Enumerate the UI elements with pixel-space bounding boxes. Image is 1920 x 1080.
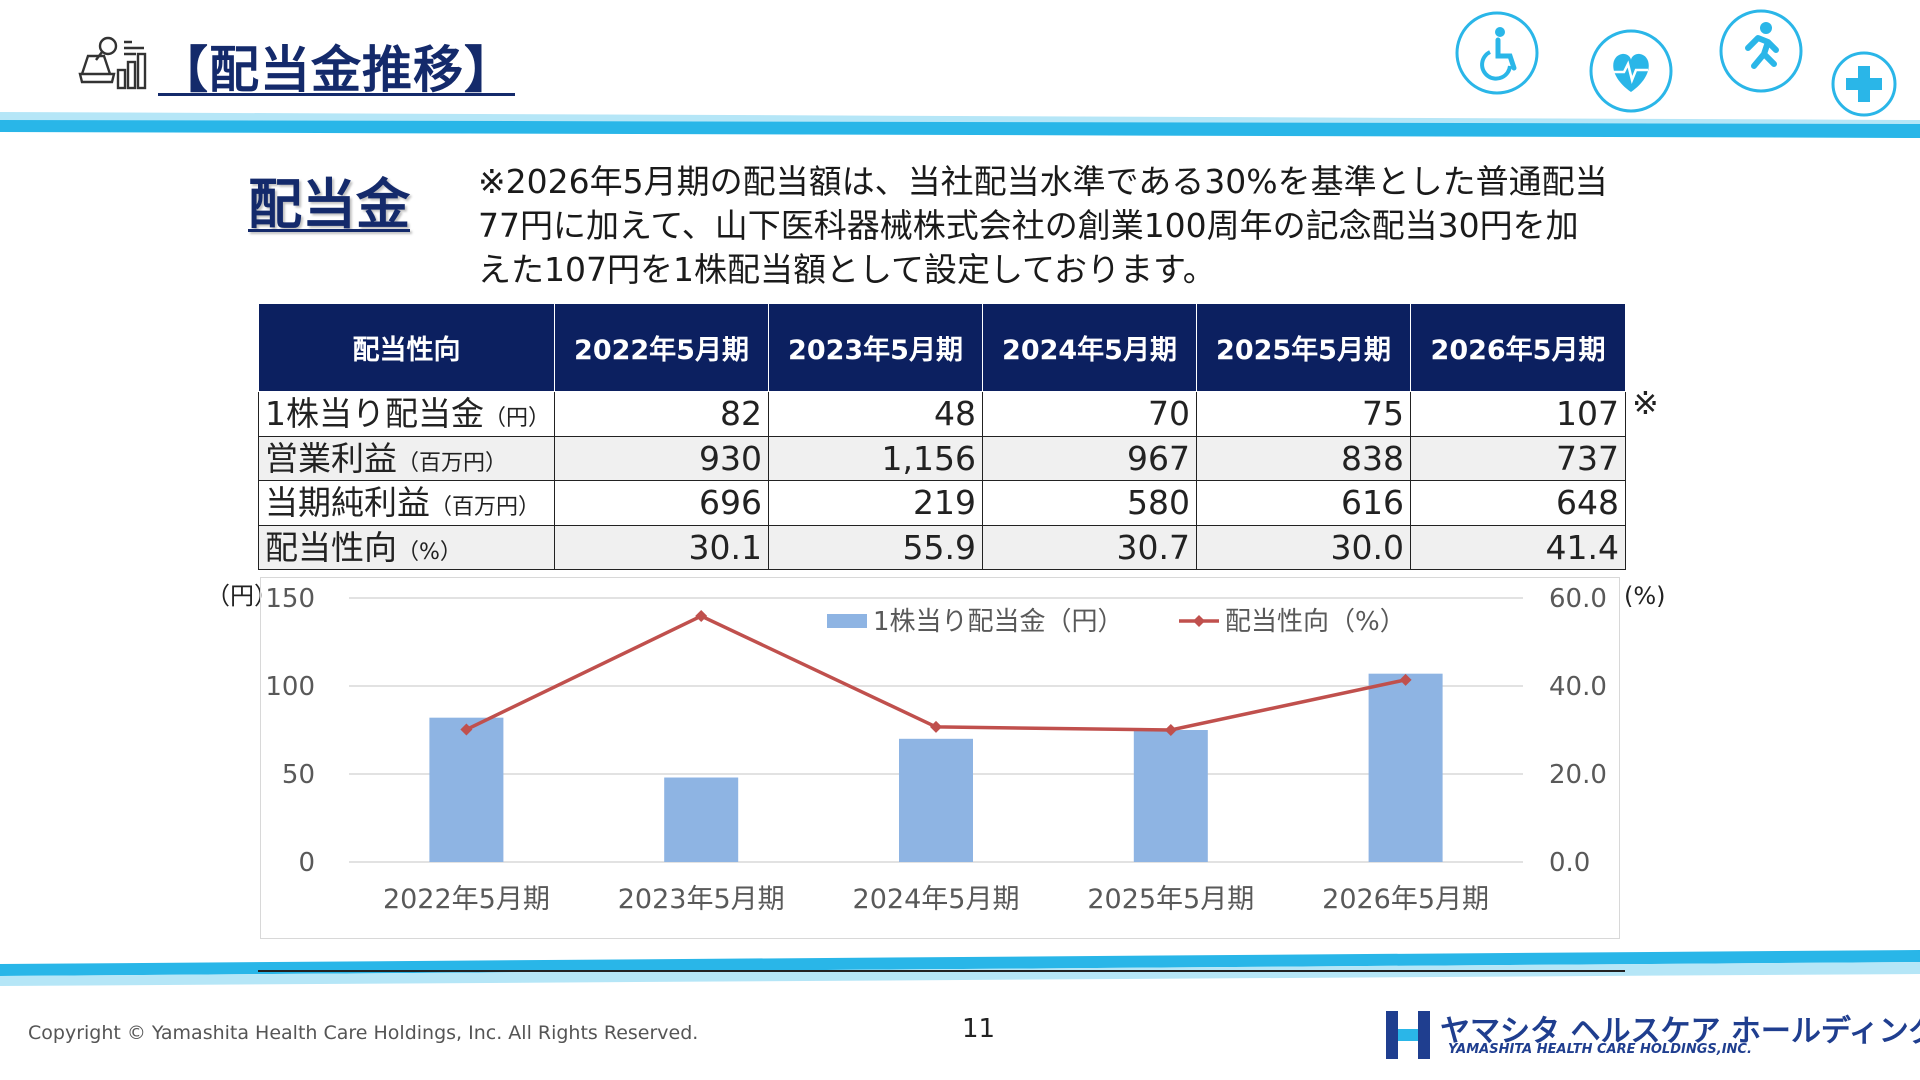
table-cell: 48	[768, 391, 983, 437]
bar	[1368, 673, 1443, 862]
page-number: 11	[962, 1014, 996, 1044]
dividend-chart: 0 50 100 150 0.0 20.0 40.0 60.0 2022年5月期 2023年5月期…	[260, 577, 1620, 939]
y-left-tick-label: 100	[265, 672, 315, 702]
legend-swatch-bars	[827, 614, 867, 628]
section-title: 配当金	[248, 173, 410, 236]
table-header-cell: 2026年5月期	[1410, 303, 1626, 392]
line-marker	[1164, 724, 1177, 736]
page-title: 【配当金推移】	[158, 41, 515, 99]
heart-pulse-icon	[1589, 29, 1673, 113]
row-label-text: 当期純利益	[265, 483, 430, 523]
table-cell: 30.7	[982, 524, 1197, 570]
bar	[899, 738, 973, 862]
x-tick-label: 2026年5月期	[1322, 884, 1489, 915]
table-header-cell: 2022年5月期	[554, 303, 769, 392]
table-cell: 107	[1410, 391, 1626, 437]
table-cell: 30.0	[1196, 524, 1411, 570]
right-axis-unit: (%)	[1624, 582, 1666, 610]
legend-label: 1株当り配当金（円）	[873, 607, 1124, 637]
footer-band	[0, 950, 1920, 986]
row-label-text: 営業利益	[265, 438, 397, 478]
note-line: 77円に加えて、山下医科器械株式会社の創業100周年の記念配当30円を加	[478, 206, 1579, 245]
dividend-note: ※2026年5月期の配当額は、当社配当水準である30%を基準とした普通配当 77…	[478, 160, 1648, 292]
table-cell: 967	[982, 435, 1197, 481]
legend-marker	[1193, 615, 1205, 627]
line-marker	[930, 720, 942, 733]
header-band	[0, 112, 1920, 138]
copyright: Copyright © Yamashita Health Care Holdin…	[28, 1022, 699, 1044]
row-label-text: 1株当り配当金	[265, 394, 484, 434]
row-unit: （百万円）	[430, 495, 541, 521]
table-cell: 838	[1196, 435, 1411, 481]
line-marker	[1399, 673, 1412, 686]
y-right-tick-label: 40.0	[1549, 672, 1607, 702]
wheelchair-icon	[1455, 11, 1539, 95]
table-cell: 737	[1410, 435, 1626, 481]
left-axis-unit: （円）	[206, 582, 278, 610]
table-row: 営業利益（百万円） 930 1,156 967 838 737	[258, 435, 1626, 481]
table-cell: 41.4	[1410, 524, 1626, 570]
row-label: 1株当り配当金（円）	[258, 391, 555, 437]
y-right-tick-label: 0.0	[1549, 848, 1590, 878]
bar	[664, 777, 739, 862]
dividend-table: 配当性向 2022年5月期 2023年5月期 2024年5月期 2025年5月期…	[258, 303, 1626, 570]
line-marker	[695, 610, 708, 623]
y-left-tick-label: 0	[298, 848, 315, 878]
x-tick-label: 2022年5月期	[383, 884, 550, 915]
table-cell: 75	[1196, 391, 1411, 437]
divider	[258, 970, 1625, 972]
note-line: ※2026年5月期の配当額は、当社配当水準である30%を基準とした普通配当	[478, 162, 1608, 201]
y-right-tick-label: 60.0	[1549, 584, 1607, 614]
company-name-en: YAMASHITA HEALTH CARE HOLDINGS,INC.	[1448, 1042, 1752, 1057]
table-cell: 30.1	[554, 524, 769, 570]
chart-canvas: 0 50 100 150 0.0 20.0 40.0 60.0 2022年5月期 2023年5月期…	[265, 584, 1607, 915]
table-header-cell: 2024年5月期	[982, 303, 1197, 392]
y-left-tick-label: 150	[265, 584, 315, 614]
table-cell: 70	[982, 391, 1197, 437]
table-row: 当期純利益（百万円） 696 219 580 616 648	[258, 480, 1626, 526]
y-right-tick-label: 20.0	[1549, 760, 1607, 790]
row-label: 営業利益（百万円）	[258, 435, 555, 481]
table-cell: 1,156	[768, 435, 983, 481]
company-name-jp: ヤマシタ ヘルスケア ホールディングス	[1440, 1014, 1920, 1049]
row-unit: （百万円）	[397, 450, 508, 476]
table-cell: 55.9	[768, 524, 983, 570]
table-row: 1株当り配当金（円） 82 48 70 75 107	[258, 391, 1626, 437]
table-header-row: 配当性向 2022年5月期 2023年5月期 2024年5月期 2025年5月期…	[258, 303, 1626, 392]
x-tick-label: 2025年5月期	[1087, 884, 1254, 915]
y-left-tick-label: 50	[282, 760, 315, 790]
legend-label: 配当性向（%）	[1225, 607, 1406, 637]
row-unit: （円）	[484, 406, 551, 432]
running-person-icon	[1719, 9, 1803, 93]
table-cell: 219	[768, 480, 983, 526]
medical-cross-icon	[1831, 51, 1897, 117]
x-tick-label: 2023年5月期	[618, 884, 785, 915]
bar	[429, 717, 504, 862]
table-cell: 82	[554, 391, 769, 437]
table-row: 配当性向（%） 30.1 55.9 30.7 30.0 41.4	[258, 524, 1626, 570]
note-line: えた107円を1株配当額として設定しております。	[478, 250, 1216, 289]
x-tick-label: 2024年5月期	[853, 884, 1020, 915]
row-label: 当期純利益（百万円）	[258, 480, 555, 526]
table-cell: 696	[554, 480, 769, 526]
row-label-text: 配当性向	[265, 527, 397, 567]
table-cell: 580	[982, 480, 1197, 526]
row-label: 配当性向（%）	[258, 524, 555, 570]
bar	[1133, 730, 1208, 862]
table-cell: 616	[1196, 480, 1411, 526]
line-marker	[460, 723, 473, 736]
analytics-icon	[78, 36, 147, 90]
table-header-cell: 2025年5月期	[1196, 303, 1411, 392]
table-cell: 930	[554, 435, 769, 481]
table-footnote-mark: ※	[1632, 384, 1659, 422]
table-cell: 648	[1410, 480, 1626, 526]
row-unit: （%）	[397, 539, 462, 565]
table-header-cell: 配当性向	[258, 303, 555, 392]
table-header-cell: 2023年5月期	[768, 303, 983, 392]
company-logo-icon	[1386, 1011, 1430, 1059]
